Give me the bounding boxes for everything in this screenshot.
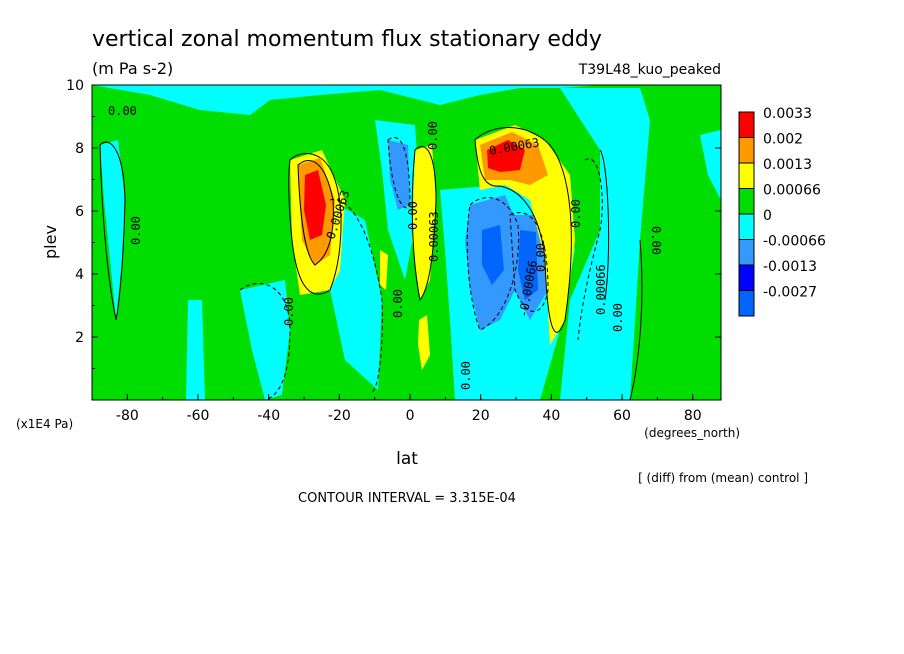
negative-region [100,140,125,320]
x-tick-label: 40 [542,408,560,424]
legend-swatch [738,111,755,138]
positive-region [418,315,430,370]
y-tick-label: 2 [75,330,84,346]
positive-region [412,145,436,300]
contour-label: 0.00 [108,104,137,118]
legend-label: -0.00066 [763,234,826,250]
y-axis: 2 4 6 8 10 [66,78,721,369]
x-tick-label: -80 [116,408,139,424]
contour-label: 0.00 [391,289,405,318]
y-tick-label: 4 [75,267,84,283]
negative-region [240,280,290,400]
contour-label: 0.00 [406,201,420,230]
legend-label: 0.002 [763,132,803,148]
legend-swatch [738,290,755,317]
y-axis-unit: (x1E4 Pa) [16,417,73,431]
legend-label: 0 [763,208,772,224]
negative-region [92,85,600,115]
legend-swatch [738,162,755,189]
contour-label: 0.00 [569,199,583,228]
x-tick-label: -20 [328,408,351,424]
strongest-negative-region [482,225,504,285]
strongest-negative-region [518,230,538,300]
x-axis-unit: (degrees_north) [644,426,740,440]
x-axis: -80 -60 -40 -20 0 20 40 60 80 [91,394,702,424]
legend-swatch [738,137,755,164]
contour-label: 0.00 [129,216,143,245]
positive-region [380,250,388,290]
contour-lines [99,127,643,400]
x-tick-label: 20 [472,408,490,424]
legend-label: 0.0013 [763,157,812,173]
y-tick-label: 10 [66,78,84,94]
strong-negative-region [388,140,410,210]
legend-label: -0.0027 [763,285,817,301]
strongest-positive-region [487,140,525,172]
x-tick-label: 60 [613,408,631,424]
x-tick-label: 80 [684,408,702,424]
chart-title: vertical zonal momentum flux stationary … [92,27,602,52]
x-axis-label: lat [396,449,418,469]
y-tick-label: 8 [75,141,84,157]
contour-label: 0.00 [611,303,625,332]
contour-label: 0.00066 [594,264,608,315]
x-tick-label: -40 [257,408,280,424]
contour-label: 0.00 [282,297,296,326]
comparison-note: [ (diff) from (mean) control ] [638,471,808,485]
negative-region [560,88,650,400]
contour-label: 0.00063 [427,211,441,262]
plot-area [92,85,721,400]
contour-label: 0.00 [649,226,663,255]
x-tick-label: 0 [406,408,415,424]
legend-label: 0.0033 [763,106,812,122]
legend-swatch [738,264,755,291]
negative-contour-lines [239,136,603,400]
experiment-label: T39L48_kuo_peaked [578,62,721,78]
chart-subtitle: (m Pa s-2) [92,59,173,78]
y-axis-label: plev [41,225,60,259]
negative-region [186,300,205,400]
x-tick-label: -60 [187,408,210,424]
contour-label: 0.00 [534,243,548,272]
negative-region [330,200,382,390]
legend-swatch [738,239,755,266]
legend-label: 0.00066 [763,183,821,199]
legend-swatch [738,188,755,215]
legend-swatch [738,213,755,240]
legend-label: -0.0013 [763,259,817,275]
color-legend: 0.0033 0.002 0.0013 0.00066 0 -0.00066 -0.0013… [738,106,826,317]
contour-label: 0.00 [426,121,440,150]
contour-label: 0.00 [459,361,473,390]
contour-interval: CONTOUR INTERVAL = 3.315E-04 [298,491,516,506]
y-tick-label: 6 [75,204,84,220]
strongest-positive-region [304,170,326,240]
